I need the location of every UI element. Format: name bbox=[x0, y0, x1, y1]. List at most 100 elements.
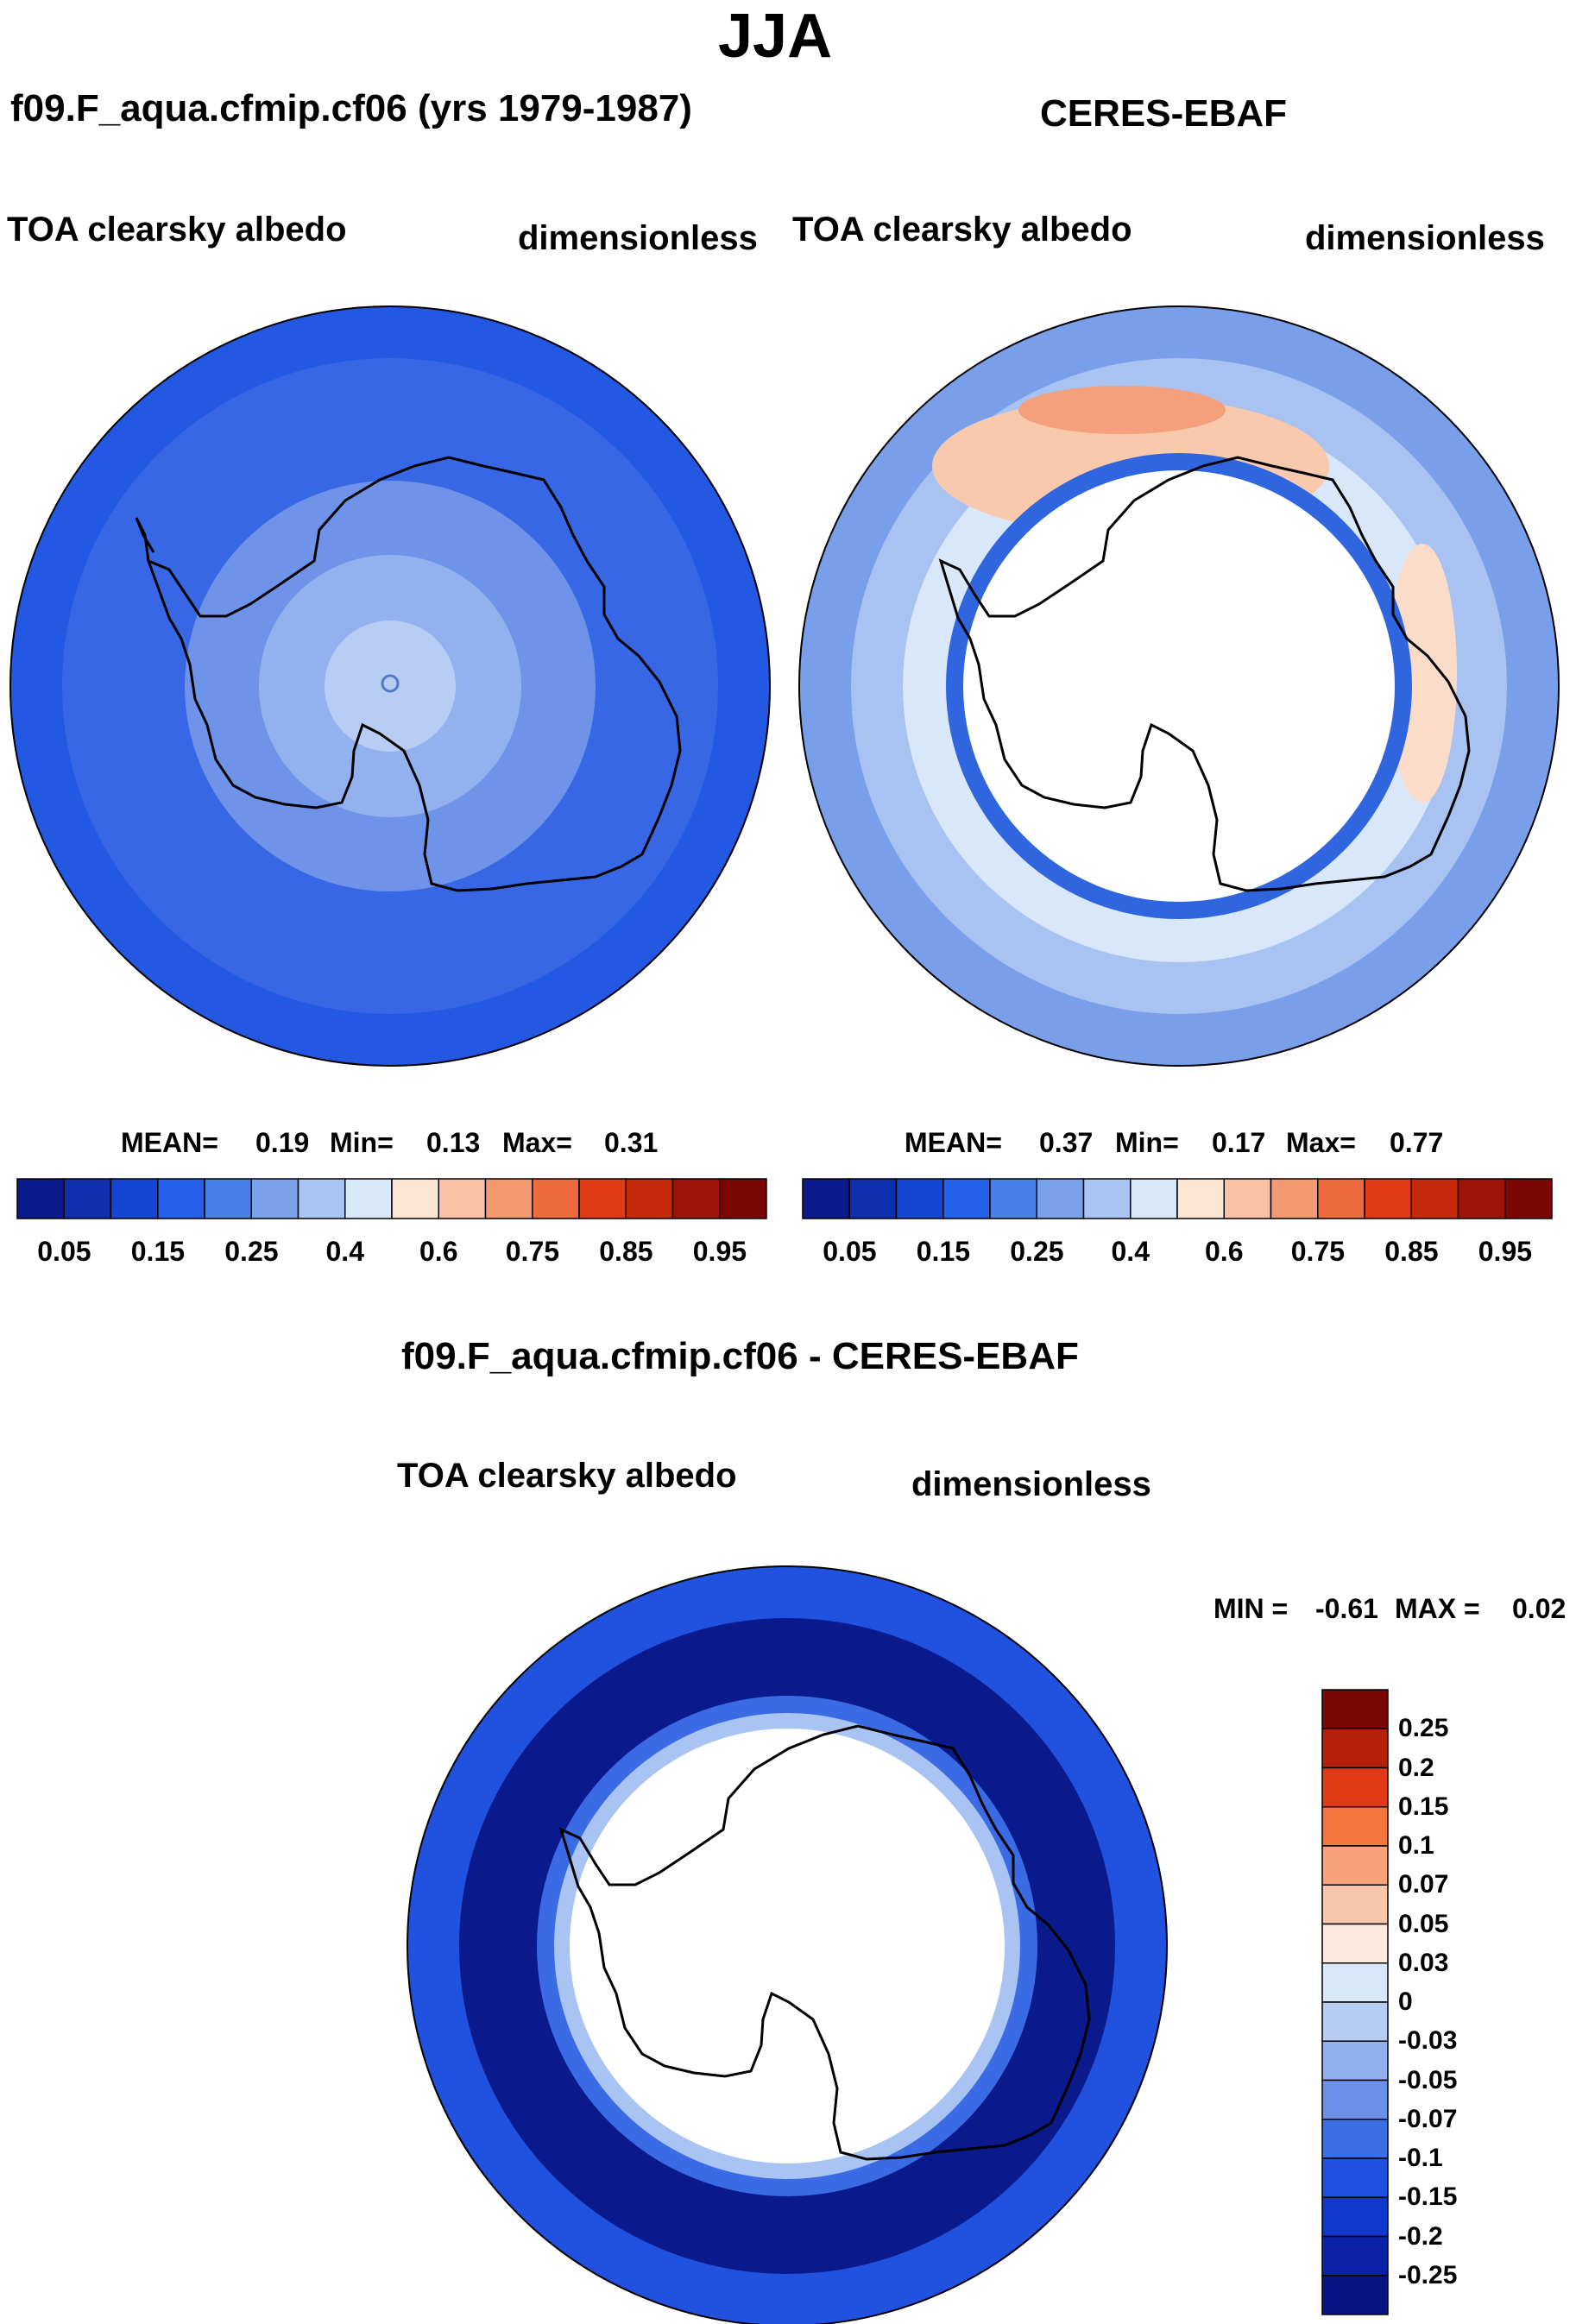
model-colorbar-tick-label: 0.25 bbox=[224, 1236, 279, 1267]
diff-panel-title: f09.F_aqua.cfmip.cf06 - CERES-EBAF bbox=[401, 1335, 1079, 1377]
model-map-border bbox=[9, 305, 771, 1067]
model-antarctica-coastline bbox=[146, 456, 682, 892]
model-colorbar-tick-label: 0.15 bbox=[130, 1236, 186, 1267]
obs-colorbar-swatch bbox=[1223, 1178, 1272, 1219]
model-colorbar-swatch bbox=[297, 1178, 346, 1219]
diff-colorbar bbox=[1321, 1689, 1389, 2315]
obs-colorbar-swatch bbox=[1270, 1178, 1319, 1219]
obs-colorbar-swatch bbox=[1457, 1178, 1506, 1219]
model-colorbar-swatch bbox=[344, 1178, 393, 1219]
model-colorbar-swatch bbox=[484, 1178, 533, 1219]
diff-variable-label: TOA clearsky albedo bbox=[397, 1457, 737, 1495]
obs-colorbar-tick-label: 0.05 bbox=[823, 1236, 877, 1267]
obs-colorbar-swatch bbox=[1317, 1178, 1365, 1219]
diff-colorbar-swatch bbox=[1321, 1923, 1389, 1964]
diff-colorbar-swatch bbox=[1321, 2235, 1389, 2277]
diff-colorbar-tick-label: 0.05 bbox=[1398, 1909, 1449, 1938]
obs-polar-map bbox=[798, 305, 1560, 1067]
diff-colorbar-swatch bbox=[1321, 2079, 1389, 2120]
obs-colorbar-swatch bbox=[942, 1178, 991, 1219]
model-polar-map bbox=[9, 305, 771, 1067]
diff-colorbar-tick-label: 0.1 bbox=[1398, 1831, 1434, 1860]
obs-high-albedo-core bbox=[1018, 386, 1226, 434]
obs-map-border bbox=[798, 305, 1560, 1067]
obs-colorbar-tick-label: 0.95 bbox=[1478, 1236, 1533, 1267]
model-colorbar-tick-label: 0.95 bbox=[692, 1236, 747, 1267]
diff-colorbar-tick-label: -0.25 bbox=[1398, 2260, 1458, 2289]
diff-colorbar-swatch bbox=[1321, 1884, 1389, 1925]
model-colorbar-tick-label: 0.4 bbox=[325, 1236, 364, 1267]
diff-colorbar-swatch bbox=[1321, 1845, 1389, 1886]
model-variable-label: TOA clearsky albedo bbox=[7, 211, 347, 249]
model-albedo-colorbar bbox=[16, 1178, 767, 1219]
model-colorbar-swatch bbox=[625, 1178, 674, 1219]
obs-variable-label: TOA clearsky albedo bbox=[792, 211, 1132, 249]
obs-colorbar-swatch bbox=[1130, 1178, 1178, 1219]
model-colorbar-swatch bbox=[63, 1178, 112, 1219]
diff-colorbar-swatch bbox=[1321, 2196, 1389, 2238]
diff-colorbar-tick-label: 0.03 bbox=[1398, 1948, 1449, 1977]
obs-colorbar-swatch bbox=[802, 1178, 850, 1219]
diff-colorbar-swatch bbox=[1321, 2040, 1389, 2082]
diff-min-label: MIN = bbox=[1214, 1593, 1289, 1624]
model-colorbar-swatch bbox=[578, 1178, 627, 1219]
obs-colorbar-tick-label: 0.4 bbox=[1111, 1236, 1150, 1267]
diff-colorbar-swatch bbox=[1321, 1962, 1389, 2003]
obs-albedo-colorbar bbox=[802, 1178, 1553, 1219]
diff-colorbar-tick-label: -0.15 bbox=[1398, 2182, 1458, 2212]
diff-min-value: -0.61 bbox=[1315, 1593, 1378, 1624]
diff-colorbar-swatch bbox=[1321, 2119, 1389, 2159]
model-panel-title: f09.F_aqua.cfmip.cf06 (yrs 1979-1987) bbox=[10, 87, 692, 129]
diff-colorbar-swatch bbox=[1321, 2275, 1389, 2315]
model-peninsula-outline bbox=[135, 517, 155, 562]
obs-colorbar-swatch bbox=[1082, 1178, 1132, 1219]
diff-colorbar-swatch bbox=[1321, 2157, 1389, 2198]
model-colorbar-tick-label: 0.75 bbox=[505, 1236, 560, 1267]
model-mean-label: MEAN= bbox=[121, 1127, 218, 1158]
obs-colorbar-swatch bbox=[1504, 1178, 1553, 1219]
model-ring-1 bbox=[325, 620, 456, 752]
obs-panel-title: CERES-EBAF bbox=[1040, 92, 1288, 135]
obs-colorbar-tick-label: 0.85 bbox=[1384, 1236, 1439, 1267]
diff-polar-map bbox=[407, 1565, 1168, 2324]
diff-colorbar-swatch bbox=[1321, 1767, 1389, 1808]
obs-colorbar-swatch bbox=[1036, 1178, 1085, 1219]
model-colorbar-swatch bbox=[532, 1178, 580, 1219]
model-mean-value: 0.19 bbox=[255, 1127, 310, 1158]
obs-colorbar-tick-label: 0.25 bbox=[1010, 1236, 1064, 1267]
diff-colorbar-tick-label: 0.2 bbox=[1398, 1753, 1434, 1782]
model-colorbar-swatch bbox=[204, 1178, 252, 1219]
diff-colorbar-swatch bbox=[1321, 1728, 1389, 1769]
obs-mean-value: 0.37 bbox=[1039, 1127, 1094, 1158]
model-units-label: dimensionless bbox=[518, 219, 758, 257]
obs-mean-label: MEAN= bbox=[905, 1127, 1002, 1158]
obs-min-label: Min= bbox=[1115, 1127, 1179, 1158]
diff-colorbar-tick-label: -0.2 bbox=[1398, 2221, 1443, 2251]
model-colorbar-swatch bbox=[110, 1178, 159, 1219]
model-colorbar-swatch bbox=[671, 1178, 721, 1219]
obs-colorbar-tick-label: 0.75 bbox=[1290, 1236, 1346, 1267]
model-min-label: Min= bbox=[330, 1127, 394, 1158]
diff-colorbar-swatch bbox=[1321, 1689, 1389, 1729]
obs-colorbar-tick-label: 0.6 bbox=[1205, 1236, 1244, 1267]
diff-colorbar-tick-label: -0.03 bbox=[1398, 2026, 1458, 2056]
model-colorbar-swatch bbox=[16, 1178, 65, 1219]
model-min-value: 0.13 bbox=[426, 1127, 481, 1158]
obs-min-value: 0.17 bbox=[1212, 1127, 1266, 1158]
diff-colorbar-tick-label: -0.07 bbox=[1398, 2104, 1458, 2133]
diff-map-border bbox=[407, 1565, 1168, 2324]
diff-colorbar-swatch bbox=[1321, 1806, 1389, 1847]
obs-antarctica-coastline bbox=[938, 456, 1471, 892]
model-colorbar-swatch bbox=[157, 1178, 205, 1219]
diff-no-data-interior bbox=[570, 1729, 1005, 2163]
diff-colorbar-tick-label: -0.05 bbox=[1398, 2065, 1458, 2094]
diff-colorbar-tick-label: 0 bbox=[1398, 1987, 1413, 2016]
model-colorbar-swatch bbox=[250, 1178, 299, 1219]
obs-max-value: 0.77 bbox=[1390, 1127, 1444, 1158]
model-max-label: Max= bbox=[502, 1127, 572, 1158]
model-colorbar-swatch bbox=[438, 1178, 487, 1219]
model-colorbar-tick-label: 0.6 bbox=[419, 1236, 458, 1267]
diff-max-label: MAX = bbox=[1395, 1593, 1480, 1624]
diff-colorbar-tick-label: 0.15 bbox=[1398, 1792, 1449, 1821]
obs-no-data-interior bbox=[963, 470, 1395, 902]
